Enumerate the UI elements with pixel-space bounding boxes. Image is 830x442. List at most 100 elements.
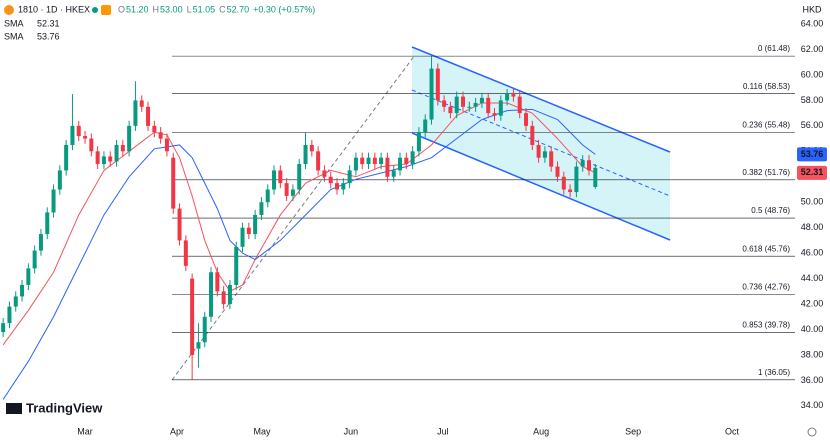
candle-body bbox=[7, 306, 12, 324]
candle-body bbox=[278, 170, 283, 184]
ohlc-label: H bbox=[153, 4, 160, 14]
candle-body bbox=[448, 106, 453, 114]
status-dot bbox=[92, 7, 98, 13]
settings-icon[interactable] bbox=[807, 427, 817, 437]
ohlc-value: 51.20 bbox=[126, 4, 149, 14]
candle-body bbox=[416, 132, 421, 152]
legend-value: 53.76 bbox=[37, 31, 60, 41]
candle-body bbox=[215, 272, 220, 292]
candle-body bbox=[101, 156, 106, 165]
y-tick-label: 34.00 bbox=[801, 400, 824, 410]
candle-body bbox=[542, 151, 547, 158]
y-tick-label: 46.00 bbox=[801, 248, 824, 258]
legend-value: 52.31 bbox=[37, 18, 60, 28]
candle-body bbox=[454, 96, 459, 114]
candle-body bbox=[171, 157, 176, 209]
candle-body bbox=[221, 291, 226, 305]
symbol: 1810 · 1D · HKEX bbox=[18, 4, 90, 14]
candle-body bbox=[139, 100, 144, 107]
candle-body bbox=[13, 296, 18, 307]
drawings bbox=[171, 46, 671, 381]
candle-body bbox=[133, 100, 138, 126]
candle-body bbox=[272, 170, 277, 190]
ohlc-label: L bbox=[187, 4, 192, 14]
price-box-label: 52.31 bbox=[801, 167, 824, 177]
fib-label: 0 (61.48) bbox=[758, 44, 790, 53]
candle-body bbox=[303, 144, 308, 165]
candle-body bbox=[511, 94, 516, 97]
y-tick-label: 64.00 bbox=[801, 18, 824, 28]
y-tick-label: 38.00 bbox=[801, 349, 824, 359]
candle-body bbox=[114, 144, 119, 162]
candle-body bbox=[360, 157, 365, 165]
candle-body bbox=[290, 189, 295, 196]
candle-body bbox=[253, 214, 258, 235]
candle-body bbox=[51, 189, 56, 213]
y-tick-label: 40.00 bbox=[801, 324, 824, 334]
candle-body bbox=[196, 342, 201, 349]
x-tick-label: Jun bbox=[344, 426, 359, 436]
candle-body bbox=[127, 125, 132, 152]
candle-body bbox=[492, 113, 497, 116]
candle-body bbox=[26, 268, 31, 285]
channel-mid bbox=[411, 89, 671, 197]
candle-body bbox=[64, 144, 69, 171]
candle-body bbox=[158, 132, 163, 139]
candle-body bbox=[309, 144, 314, 152]
candle-body bbox=[45, 212, 50, 235]
x-tick-label: Oct bbox=[725, 426, 740, 436]
y-tick-label: 42.00 bbox=[801, 298, 824, 308]
x-tick-label: Aug bbox=[533, 426, 549, 436]
candle-body bbox=[38, 234, 43, 251]
candle-body bbox=[410, 151, 415, 165]
price-box bbox=[797, 147, 827, 162]
y-tick-label: 48.00 bbox=[801, 222, 824, 232]
y-tick-label: 50.00 bbox=[801, 197, 824, 207]
candle-body bbox=[536, 144, 541, 158]
candle-body bbox=[372, 157, 377, 165]
ohlc-value: 53.00 bbox=[160, 4, 183, 14]
candle-body bbox=[568, 189, 573, 193]
price-box-label: 53.76 bbox=[801, 149, 824, 159]
candle-body bbox=[587, 160, 592, 171]
x-tick-label: May bbox=[254, 426, 272, 436]
candle-body bbox=[108, 156, 113, 162]
candle-body bbox=[574, 166, 579, 193]
y-tick-label: 58.00 bbox=[801, 95, 824, 105]
candle-body bbox=[379, 157, 384, 165]
candle-body bbox=[328, 176, 333, 184]
candle-body bbox=[347, 170, 352, 184]
ohlc-label: O bbox=[118, 4, 125, 14]
candle-body bbox=[391, 170, 396, 177]
fib-label: 0.618 (45.76) bbox=[742, 244, 790, 253]
logo-mark bbox=[6, 403, 22, 414]
candle-body bbox=[353, 157, 358, 171]
candle-body bbox=[57, 170, 62, 190]
ohlc-label: C bbox=[219, 4, 226, 14]
ohlc-value: 52.70 bbox=[227, 4, 250, 14]
ohlc-value: 51.05 bbox=[193, 4, 216, 14]
fib-label: 0.736 (42.76) bbox=[742, 282, 790, 291]
fib: 0 (61.48) 0.116 (58.53) 0.236 (55.48) 0.382… bbox=[172, 44, 795, 381]
candle-body bbox=[164, 138, 169, 152]
channel-upper bbox=[411, 46, 671, 153]
candle-body bbox=[429, 68, 434, 120]
channel-fill bbox=[412, 47, 670, 240]
candle-body bbox=[227, 284, 232, 305]
candles bbox=[1, 56, 598, 380]
legend-name: SMA bbox=[4, 18, 24, 28]
candle-body bbox=[297, 164, 302, 190]
candle-body bbox=[146, 106, 151, 126]
candle-body bbox=[246, 227, 251, 235]
y-tick-label: 44.00 bbox=[801, 273, 824, 283]
candle-body bbox=[190, 278, 195, 355]
candle-body bbox=[1, 323, 6, 333]
candle-body bbox=[593, 167, 598, 187]
candle-body bbox=[183, 240, 188, 266]
y-tick-label: 56.00 bbox=[801, 120, 824, 130]
candle-body bbox=[404, 157, 409, 165]
fib-label: 0.853 (39.78) bbox=[742, 320, 790, 329]
candle-body bbox=[461, 96, 466, 107]
x-tick-label: Apr bbox=[170, 426, 184, 436]
